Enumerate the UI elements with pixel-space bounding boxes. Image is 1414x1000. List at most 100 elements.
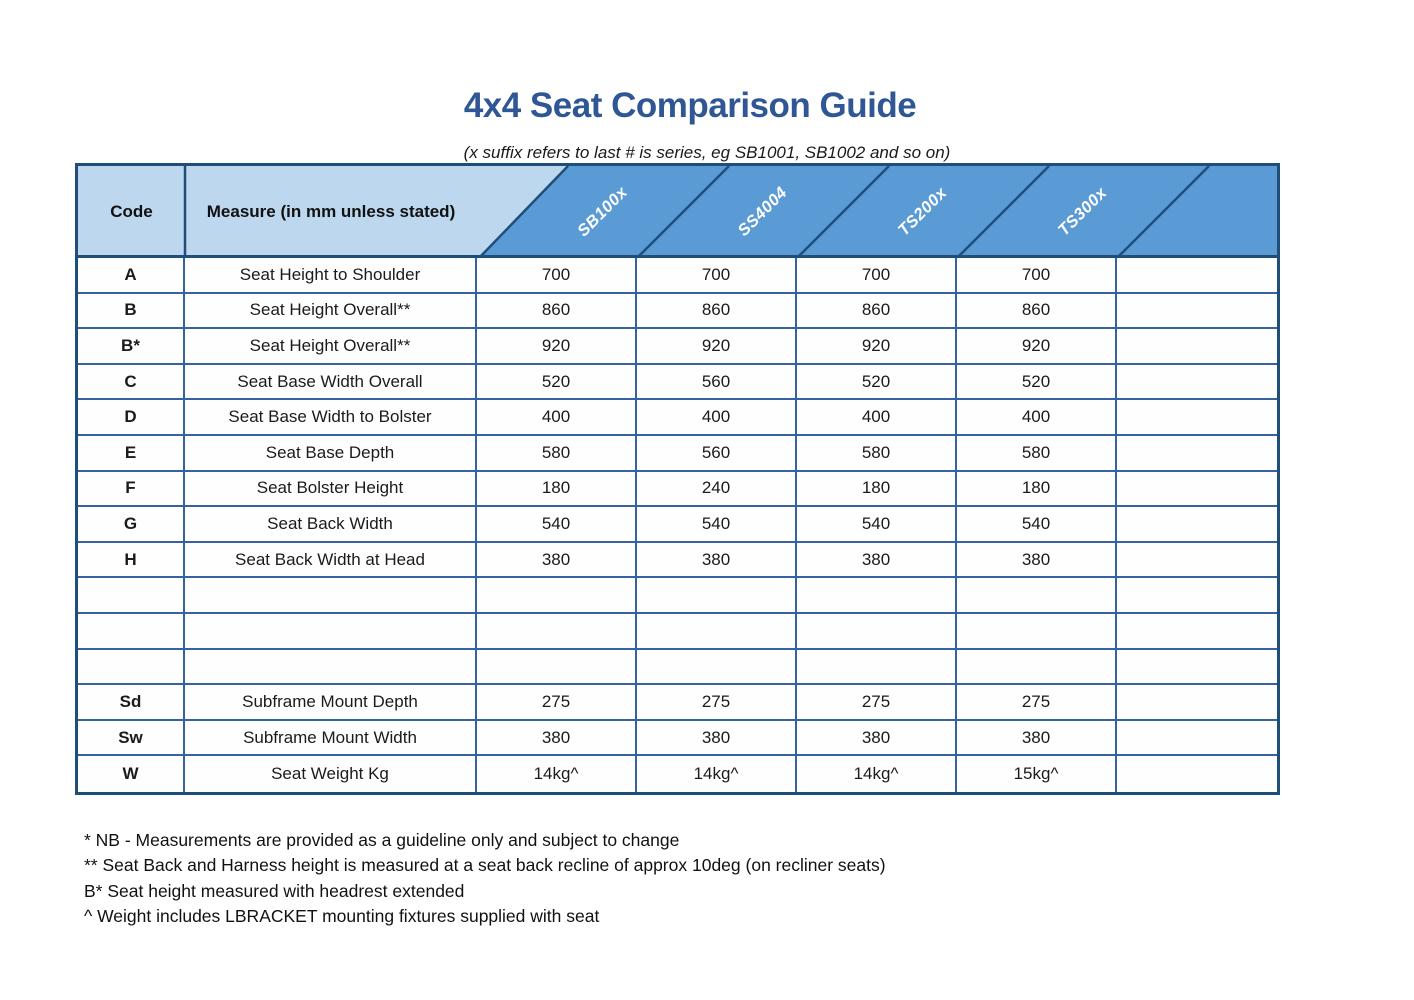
value-cell: [957, 613, 1117, 650]
value-cell: 920: [477, 329, 637, 365]
value-cell: [1117, 685, 1277, 721]
value-cell: 14kg^: [477, 756, 637, 792]
value-cell: 520: [477, 364, 637, 401]
value-cell: 700: [637, 258, 797, 294]
value-cell: 380: [957, 720, 1117, 757]
value-cell: 860: [477, 293, 637, 330]
table-row: F Seat Bolster Height 180 240 180 180: [78, 471, 1277, 508]
measure-cell: Seat Base Width Overall: [185, 364, 477, 401]
value-cell: [637, 649, 797, 686]
code-cell: [78, 613, 185, 650]
value-cell: 700: [797, 258, 957, 294]
value-cell: 540: [797, 507, 957, 543]
code-cell: [78, 578, 185, 614]
value-cell: [477, 649, 637, 686]
measure-cell: [185, 578, 477, 614]
value-cell: [1117, 293, 1277, 330]
table-header-row: Code Measure (in mm unless stated) SB100…: [78, 166, 1277, 258]
value-cell: 180: [957, 471, 1117, 508]
footnote-line: ^ Weight includes LBRACKET mounting fixt…: [84, 906, 600, 927]
code-cell: C: [78, 364, 185, 401]
value-cell: [477, 613, 637, 650]
value-cell: 580: [797, 435, 957, 472]
page-subtitle: (x suffix refers to last # is series, eg…: [463, 143, 951, 162]
code-cell: W: [78, 756, 185, 792]
value-cell: [1117, 364, 1277, 401]
measure-cell: Subframe Mount Depth: [185, 685, 477, 721]
table-row: [78, 578, 1277, 614]
value-cell: 400: [957, 400, 1117, 436]
value-cell: 380: [637, 542, 797, 579]
footnote-line: * NB - Measurements are provided as a gu…: [84, 830, 680, 850]
footnotes: * NB - Measurements are provided as a gu…: [84, 828, 1184, 930]
code-cell: G: [78, 507, 185, 543]
table-row: B Seat Height Overall** 860 860 860 860: [78, 293, 1277, 330]
value-cell: [797, 649, 957, 686]
value-cell: 920: [797, 329, 957, 365]
table-row: Sw Subframe Mount Width 380 380 380 380: [78, 720, 1277, 757]
measure-cell: Seat Height Overall**: [185, 293, 477, 330]
value-cell: [1117, 507, 1277, 543]
value-cell: 860: [957, 293, 1117, 330]
value-cell: 15kg^: [957, 756, 1117, 792]
value-cell: 860: [637, 293, 797, 330]
value-cell: 700: [957, 258, 1117, 294]
value-cell: [1117, 400, 1277, 436]
value-cell: 400: [477, 400, 637, 436]
value-cell: [957, 649, 1117, 686]
table-row: W Seat Weight Kg 14kg^ 14kg^ 14kg^ 15kg^: [78, 756, 1277, 792]
measure-cell: Seat Bolster Height: [185, 471, 477, 508]
code-cell: D: [78, 400, 185, 436]
code-cell: F: [78, 471, 185, 508]
code-cell: [78, 649, 185, 686]
code-cell: Sw: [78, 720, 185, 757]
value-cell: 400: [637, 400, 797, 436]
table-row: H Seat Back Width at Head 380 380 380 380: [78, 542, 1277, 579]
footnote-line: ** Seat Back and Harness height is measu…: [84, 855, 886, 876]
value-cell: [477, 578, 637, 614]
table-row: D Seat Base Width to Bolster 400 400 400 400: [78, 400, 1277, 436]
value-cell: 275: [797, 685, 957, 721]
page-title: 4x4 Seat Comparison Guide: [463, 86, 917, 125]
measure-cell: Seat Base Width to Bolster: [185, 400, 477, 436]
measure-cell: Subframe Mount Width: [185, 720, 477, 757]
table-row: [78, 649, 1277, 686]
code-cell: A: [78, 258, 185, 294]
value-cell: 380: [637, 720, 797, 757]
value-cell: 380: [797, 720, 957, 757]
value-cell: [1117, 756, 1277, 792]
value-cell: 700: [477, 258, 637, 294]
column-header-measure: Measure (in mm unless stated): [206, 202, 456, 221]
value-cell: 860: [797, 293, 957, 330]
value-cell: 560: [637, 435, 797, 472]
code-cell: H: [78, 542, 185, 579]
value-cell: 380: [957, 542, 1117, 579]
footnote-line: B* Seat height measured with headrest ex…: [84, 880, 465, 901]
code-cell: B: [78, 293, 185, 330]
value-cell: [957, 578, 1117, 614]
table-row: E Seat Base Depth 580 560 580 580: [78, 435, 1277, 472]
value-cell: 14kg^: [797, 756, 957, 792]
value-cell: 180: [797, 471, 957, 508]
table-row: B* Seat Height Overall** 920 920 920 920: [78, 329, 1277, 365]
value-cell: 400: [797, 400, 957, 436]
value-cell: 520: [797, 364, 957, 401]
value-cell: 275: [477, 685, 637, 721]
table-row: [78, 613, 1277, 650]
code-cell: B*: [78, 329, 185, 365]
value-cell: 540: [637, 507, 797, 543]
measure-cell: [185, 613, 477, 650]
value-cell: 540: [477, 507, 637, 543]
value-cell: 380: [477, 542, 637, 579]
value-cell: [1117, 258, 1277, 294]
value-cell: [1117, 649, 1277, 686]
value-cell: 560: [637, 364, 797, 401]
value-cell: 540: [957, 507, 1117, 543]
table-row: G Seat Back Width 540 540 540 540: [78, 507, 1277, 543]
value-cell: 520: [957, 364, 1117, 401]
column-header-code: Code: [110, 202, 153, 221]
value-cell: 580: [957, 435, 1117, 472]
value-cell: 920: [637, 329, 797, 365]
measure-cell: Seat Back Width at Head: [185, 542, 477, 579]
value-cell: [1117, 613, 1277, 650]
